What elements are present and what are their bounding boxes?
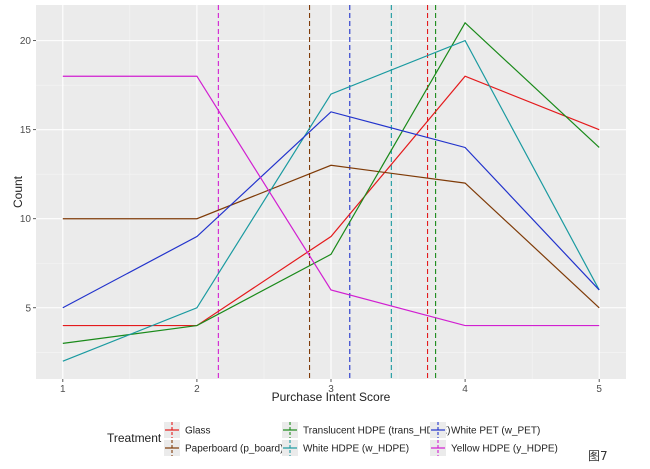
x-tick-label: 4 [462,384,468,395]
series-line [62,39,600,362]
y-tick-label: 15 [20,125,32,136]
y-tick-label: 5 [25,303,31,314]
x-axis-title: Purchase Intent Score [272,390,391,404]
legend-label: Yellow HDPE (y_HDPE) [451,444,558,455]
grid-major [36,5,626,379]
legend: Treatment Glass Paperboard (p_board) Trans… [107,422,558,456]
mean-lines [217,5,437,379]
legend-label: Glass [185,426,211,437]
series-line [62,164,600,309]
legend-label: White HDPE (w_HDPE) [303,444,409,455]
y-tick-label: 10 [20,214,32,225]
x-tick-label: 2 [194,384,200,395]
x-tick-label: 3 [328,384,334,395]
legend-label: Paperboard (p_board) [185,444,283,455]
x-axis: 1 2 3 4 5 [60,379,602,395]
series-lines [62,21,600,362]
legend-label: White PET (w_PET) [451,426,540,437]
y-axis-title: Count [11,175,25,208]
legend-title: Treatment [107,431,162,445]
y-axis: 5 10 15 20 [20,36,36,314]
series-line [62,75,600,327]
series-line [62,21,600,344]
legend-label: Translucent HDPE (trans_HDPE) [303,426,450,437]
series-line [62,111,600,309]
x-tick-label: 5 [596,384,602,395]
figure-caption: 图7 [588,449,608,463]
y-tick-label: 20 [20,36,32,47]
x-tick-label: 1 [60,384,66,395]
